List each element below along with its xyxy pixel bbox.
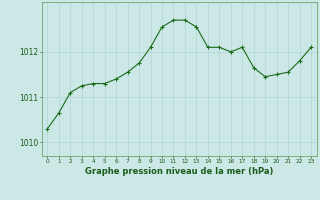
X-axis label: Graphe pression niveau de la mer (hPa): Graphe pression niveau de la mer (hPa) xyxy=(85,167,273,176)
